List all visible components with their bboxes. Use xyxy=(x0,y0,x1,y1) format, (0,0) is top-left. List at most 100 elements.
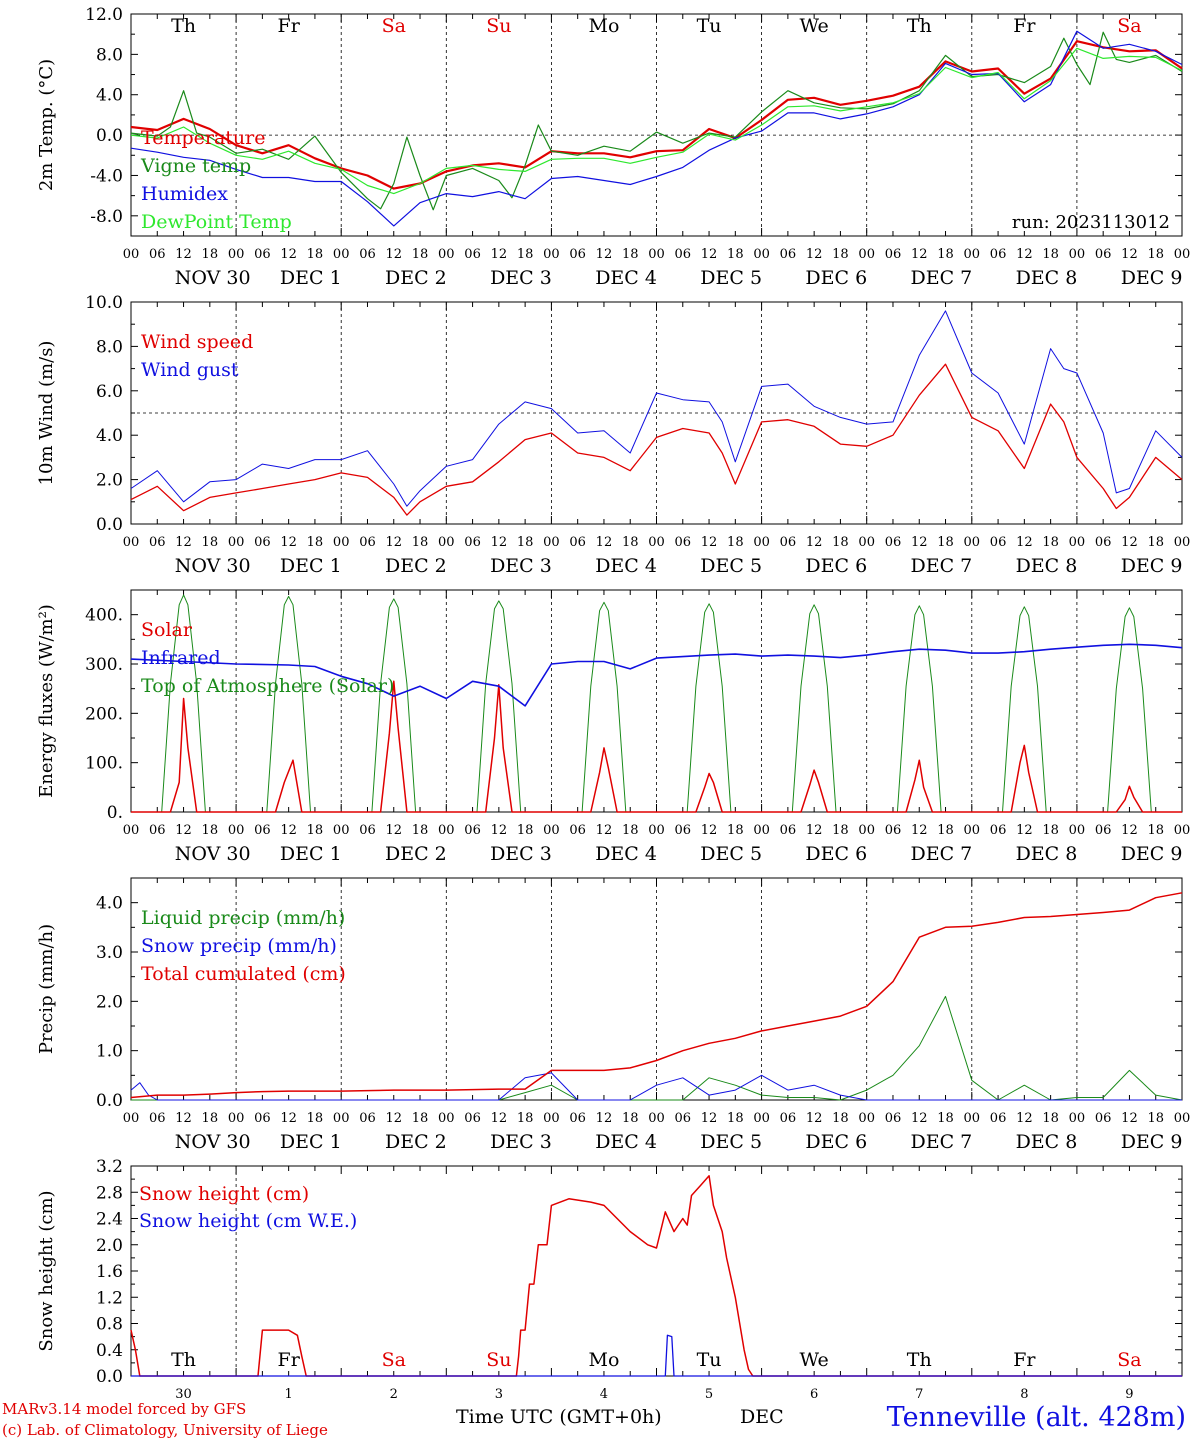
y-axis-label: Snow height (cm) xyxy=(36,1190,57,1351)
hour-tick-label: 06 xyxy=(464,1111,481,1126)
date-tick-label: NOV 30 xyxy=(175,843,251,865)
day-name-label: Su xyxy=(486,15,511,37)
hour-tick-label: 06 xyxy=(885,1111,902,1126)
series-line xyxy=(131,1334,1182,1377)
date-tick-label: DEC 7 xyxy=(910,267,972,289)
date-tick-label: DEC 5 xyxy=(700,1131,762,1153)
hour-tick-label: 06 xyxy=(675,1111,692,1126)
hour-tick-label: 06 xyxy=(464,535,481,550)
hour-tick-label: 12 xyxy=(911,247,928,262)
day-name-label: Fr xyxy=(278,1349,301,1371)
hour-tick-label: 18 xyxy=(622,1111,639,1126)
hour-tick-label: 12 xyxy=(701,823,718,838)
hour-tick-label: 00 xyxy=(333,823,350,838)
y-tick-label: 100. xyxy=(85,754,123,774)
hour-tick-label: 18 xyxy=(1147,247,1164,262)
series-line xyxy=(130,47,1183,195)
hour-tick-label: 06 xyxy=(990,1111,1007,1126)
hour-tick-label: 00 xyxy=(228,535,245,550)
hour-tick-label: 00 xyxy=(333,1111,350,1126)
day-name-label: Th xyxy=(907,1349,932,1371)
day-name-label: Fr xyxy=(278,15,301,37)
hour-tick-label: 06 xyxy=(359,247,376,262)
day-name-label: Th xyxy=(907,15,932,37)
date-tick-label: DEC 7 xyxy=(910,1131,972,1153)
day-name-label: We xyxy=(800,15,829,37)
date-tick-label: NOV 30 xyxy=(175,267,251,289)
hour-tick-label: 12 xyxy=(175,823,192,838)
y-tick-label: 4.0 xyxy=(96,894,123,914)
hour-tick-label: 00 xyxy=(964,247,981,262)
hour-tick-label: 18 xyxy=(832,823,849,838)
date-tick-label: DEC 3 xyxy=(490,267,552,289)
legend-entry: Top of Atmosphere (Solar) xyxy=(141,675,394,697)
hour-tick-label: 06 xyxy=(885,247,902,262)
y-tick-label: 0.0 xyxy=(96,1367,123,1387)
hour-tick-label: 12 xyxy=(596,535,613,550)
hour-tick-label: 18 xyxy=(517,535,534,550)
series-line xyxy=(130,1072,1182,1101)
hour-tick-label: 00 xyxy=(964,535,981,550)
legend-entry: Solar xyxy=(141,619,193,641)
date-tick-label: NOV 30 xyxy=(175,1131,251,1153)
date-tick-label: DEC 5 xyxy=(700,555,762,577)
lab-credit: (c) Lab. of Climatology, University of L… xyxy=(2,1421,328,1439)
hour-tick-label: 06 xyxy=(1095,1111,1112,1126)
legend-entry: Humidex xyxy=(141,183,228,205)
hour-tick-label: 18 xyxy=(1042,1111,1059,1126)
hour-tick-label: 00 xyxy=(964,823,981,838)
hour-tick-label: 12 xyxy=(280,535,297,550)
y-tick-label: 0.0 xyxy=(96,1091,123,1111)
legend-entry: Liquid precip (mm/h) xyxy=(141,907,345,929)
hour-tick-label: 18 xyxy=(1147,1111,1164,1126)
hour-tick-label: 00 xyxy=(1174,1111,1191,1126)
day-number-label: 5 xyxy=(705,1387,713,1402)
hour-tick-label: 06 xyxy=(359,1111,376,1126)
hour-tick-label: 00 xyxy=(858,1111,875,1126)
y-tick-label: 12.0 xyxy=(85,5,123,25)
date-tick-label: DEC 6 xyxy=(805,1131,867,1153)
series-line xyxy=(130,363,1183,516)
hour-tick-label: 00 xyxy=(228,1111,245,1126)
y-tick-label: 0.0 xyxy=(96,515,123,535)
hour-tick-label: 18 xyxy=(727,823,744,838)
hour-tick-label: 18 xyxy=(622,535,639,550)
y-tick-label: 2.0 xyxy=(96,992,123,1012)
hour-tick-label: 12 xyxy=(385,247,402,262)
hour-tick-label: 18 xyxy=(832,247,849,262)
date-tick-label: DEC 1 xyxy=(280,843,342,865)
date-tick-label: DEC 6 xyxy=(805,267,867,289)
hour-tick-label: 18 xyxy=(202,247,219,262)
date-tick-label: DEC 7 xyxy=(910,843,972,865)
hour-tick-label: 00 xyxy=(753,823,770,838)
y-axis-label: 10m Wind (m/s) xyxy=(36,341,57,486)
hour-tick-label: 18 xyxy=(622,247,639,262)
hour-tick-label: 18 xyxy=(832,535,849,550)
y-tick-label: 200. xyxy=(85,704,123,724)
hour-tick-label: 06 xyxy=(359,823,376,838)
hour-tick-label: 06 xyxy=(254,247,271,262)
hour-tick-label: 12 xyxy=(701,247,718,262)
hour-tick-label: 00 xyxy=(228,247,245,262)
model-credit: MARv3.14 model forced by GFS xyxy=(2,1400,247,1418)
hour-tick-label: 12 xyxy=(911,1111,928,1126)
date-tick-label: DEC 7 xyxy=(910,555,972,577)
date-tick-label: DEC 1 xyxy=(280,267,342,289)
hour-tick-label: 12 xyxy=(911,535,928,550)
hour-tick-label: 12 xyxy=(1016,535,1033,550)
hour-tick-label: 06 xyxy=(1095,535,1112,550)
date-tick-label: DEC 8 xyxy=(1016,1131,1078,1153)
date-tick-label: DEC 5 xyxy=(700,843,762,865)
hour-tick-label: 00 xyxy=(858,535,875,550)
y-tick-label: -8.0 xyxy=(90,207,123,227)
legend-entry: Infrared xyxy=(141,647,221,669)
legend-entry: Snow precip (mm/h) xyxy=(141,935,337,957)
y-tick-label: 10.0 xyxy=(85,293,123,313)
legend-entry: Vigne temp xyxy=(140,155,251,177)
hour-tick-label: 00 xyxy=(543,247,560,262)
series-line xyxy=(130,643,1183,707)
date-tick-label: DEC 9 xyxy=(1121,1131,1183,1153)
hour-tick-label: 18 xyxy=(937,535,954,550)
day-name-label: Mo xyxy=(588,1349,619,1371)
y-tick-label: 6.0 xyxy=(96,382,123,402)
